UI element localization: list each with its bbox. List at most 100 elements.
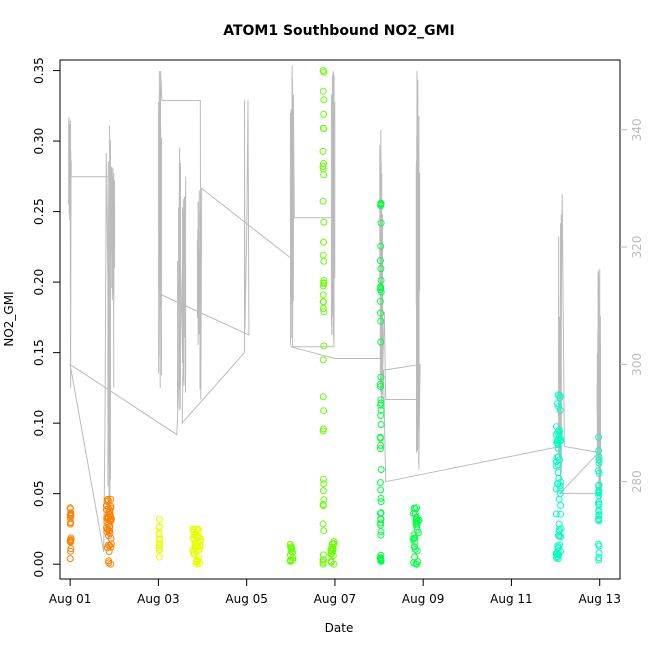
- data-point: [320, 342, 328, 350]
- data-point: [557, 501, 565, 509]
- data-point: [320, 96, 328, 104]
- data-point: [377, 445, 384, 453]
- data-point: [319, 298, 327, 306]
- data-point: [594, 467, 602, 475]
- data-point: [191, 531, 199, 539]
- data-point: [196, 542, 204, 550]
- data-point: [377, 466, 385, 473]
- data-point: [319, 163, 327, 170]
- data-point: [595, 512, 603, 519]
- data-point: [67, 509, 75, 517]
- data-point: [105, 557, 113, 565]
- data-point: [196, 559, 203, 567]
- data-point: [377, 515, 385, 523]
- data-point: [288, 544, 296, 552]
- data-point: [595, 456, 603, 464]
- data-point: [376, 297, 384, 305]
- data-point: [319, 558, 327, 566]
- data-point: [377, 412, 385, 419]
- data-point: [66, 511, 74, 519]
- data-point: [556, 489, 564, 497]
- data-point: [192, 543, 200, 551]
- data-point: [193, 533, 201, 541]
- data-point: [107, 502, 115, 510]
- data-point: [556, 406, 564, 414]
- y-tick-label: 0.30: [32, 128, 46, 155]
- data-point: [319, 87, 327, 95]
- data-point: [289, 554, 297, 562]
- data-point: [105, 504, 113, 512]
- data-point: [377, 276, 385, 284]
- data-point: [595, 549, 603, 557]
- data-point: [377, 265, 385, 273]
- data-point: [595, 516, 602, 524]
- data-point: [287, 543, 295, 551]
- data-point: [329, 552, 337, 560]
- data-point: [554, 469, 562, 476]
- data-point: [319, 427, 327, 435]
- data-point: [595, 447, 603, 455]
- data-point: [319, 291, 327, 299]
- data-point: [155, 523, 163, 531]
- data-point: [66, 537, 74, 544]
- data-point: [595, 540, 602, 548]
- y-tick-label: 0.20: [32, 269, 46, 296]
- data-point: [595, 433, 603, 441]
- data-point: [377, 338, 385, 346]
- data-point: [411, 553, 419, 561]
- y-tick-label: 0.25: [32, 198, 46, 225]
- data-point: [411, 534, 419, 542]
- data-point: [595, 556, 603, 564]
- data-point: [319, 147, 327, 155]
- data-point: [377, 486, 385, 494]
- data-point: [556, 394, 564, 402]
- data-point: [555, 403, 563, 411]
- data-point: [377, 421, 385, 428]
- data-point: [377, 219, 385, 227]
- y2-tick-label: 320: [630, 236, 644, 259]
- data-point: [377, 396, 385, 404]
- data-point: [319, 556, 327, 564]
- data-points: [66, 67, 603, 568]
- data-point: [377, 317, 385, 325]
- secondary-line: [69, 65, 601, 553]
- data-point: [556, 428, 564, 435]
- data-point: [377, 309, 384, 317]
- data-point: [320, 496, 328, 504]
- data-point: [319, 551, 327, 559]
- y-tick-label: 0.05: [32, 480, 46, 507]
- data-point: [411, 546, 419, 553]
- x-tick-label: Aug 01: [49, 592, 92, 606]
- data-point: [552, 423, 560, 431]
- data-point: [319, 475, 327, 483]
- data-point: [105, 559, 113, 567]
- data-point: [320, 125, 328, 133]
- data-point: [156, 539, 164, 547]
- data-point: [414, 529, 422, 537]
- data-point: [412, 515, 420, 523]
- data-point: [320, 110, 328, 118]
- x-tick-label: Aug 03: [137, 592, 180, 606]
- data-point: [377, 288, 385, 296]
- data-point: [319, 520, 327, 528]
- data-point: [555, 526, 563, 534]
- data-point: [104, 495, 112, 503]
- data-point: [377, 373, 385, 381]
- data-point: [156, 546, 164, 554]
- data-point: [194, 525, 202, 533]
- data-point: [320, 218, 328, 226]
- x-tick-label: Aug 11: [490, 592, 533, 606]
- data-point: [554, 400, 562, 408]
- data-point: [320, 68, 328, 76]
- y2-tick-label: 340: [630, 118, 644, 141]
- y2-tick-label: 280: [630, 470, 644, 493]
- data-point: [552, 458, 560, 466]
- data-point: [377, 242, 385, 250]
- data-point: [104, 497, 112, 505]
- data-point: [320, 257, 328, 265]
- data-point: [377, 531, 385, 539]
- data-point: [409, 535, 417, 543]
- y-tick-label: 0.15: [32, 339, 46, 366]
- y-tick-label: 0.00: [32, 551, 46, 578]
- data-point: [320, 277, 328, 284]
